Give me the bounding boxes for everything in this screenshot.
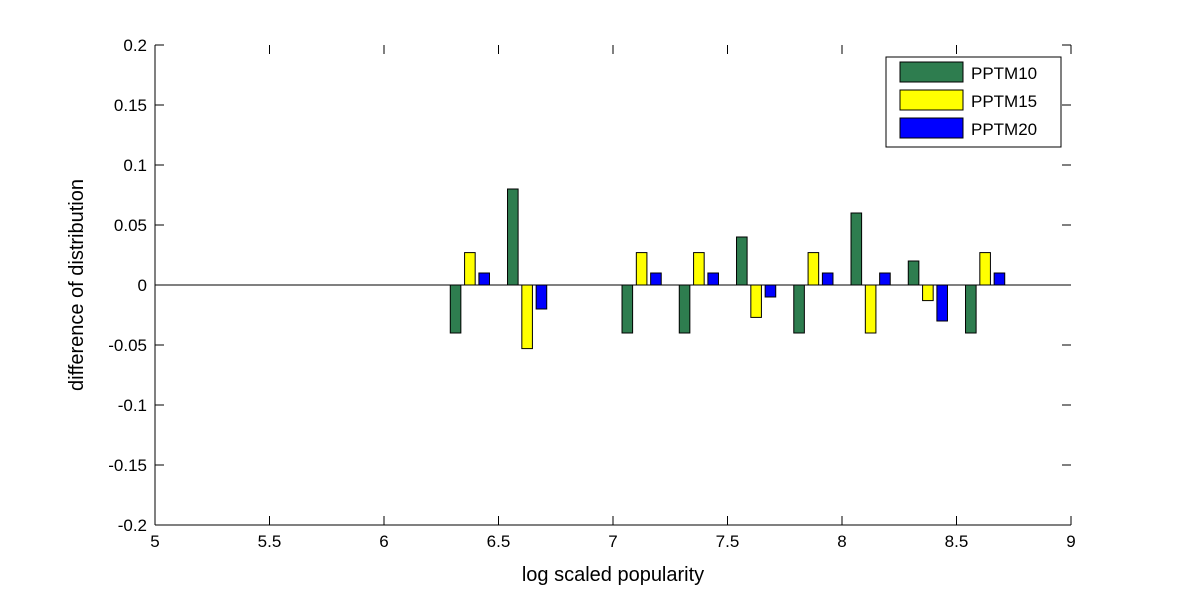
x-tick-label: 9 <box>1066 532 1075 551</box>
bar-pptm20-1 <box>535 284 548 310</box>
bar-pptm15-7 <box>922 284 934 302</box>
bar-pptm10-1 <box>507 188 519 286</box>
bar-pptm20-5 <box>821 272 834 286</box>
bar-pptm20-4 <box>764 284 777 298</box>
bar-pptm15-1 <box>521 284 533 350</box>
legend-label-pptm10: PPTM10 <box>971 64 1037 83</box>
axes-group: 5 5.5 6 6.5 7 7.5 8 8.5 9 -0.2 -0.15 -0.1 -0.05 0 0.05… <box>108 36 1075 551</box>
y-tick-label: -0.2 <box>118 516 147 535</box>
legend-label-pptm15: PPTM15 <box>971 92 1037 111</box>
bar-pptm20-0 <box>478 272 490 286</box>
y-tick-label: -0.1 <box>118 396 147 415</box>
bar-pptm15-8 <box>979 252 991 286</box>
bar-pptm20-2 <box>650 272 662 286</box>
bar-pptm10-2 <box>621 284 634 334</box>
bar-pptm15-3 <box>693 252 705 286</box>
x-axis-title: log scaled popularity <box>522 564 704 586</box>
bar-pptm10-6 <box>850 212 863 286</box>
x-tick-label: 7 <box>608 532 617 551</box>
bar-pptm10-3 <box>678 284 691 334</box>
x-tick-label: 5.5 <box>258 532 282 551</box>
bar-pptm20-7 <box>936 284 948 322</box>
y-tick-label: -0.05 <box>108 336 147 355</box>
bar-pptm10-5 <box>793 284 805 334</box>
x-tick-label: 8 <box>837 532 846 551</box>
bar-pptm10-0 <box>449 284 462 334</box>
bar-pptm20-3 <box>707 272 719 286</box>
legend-swatch-pptm15 <box>899 89 964 111</box>
bar-pptm15-5 <box>807 252 820 286</box>
bar-pptm15-6 <box>864 284 877 334</box>
legend: PPTM10 PPTM15 PPTM20 <box>885 56 1062 148</box>
legend-label-pptm20: PPTM20 <box>971 120 1037 139</box>
legend-swatch-pptm10 <box>899 61 964 83</box>
bar-pptm20-6 <box>879 272 891 286</box>
x-tick-label: 6.5 <box>487 532 511 551</box>
legend-swatch-pptm20 <box>899 117 964 139</box>
y-tick-label: 0 <box>138 276 147 295</box>
y-axis-title: difference of distribution <box>66 179 88 391</box>
y-tick-label: 0.2 <box>123 36 147 55</box>
y-tick-label: -0.15 <box>108 456 147 475</box>
bar-pptm20-8 <box>993 272 1006 286</box>
bar-pptm10-8 <box>965 284 977 334</box>
x-tick-label: 6 <box>379 532 388 551</box>
y-tick-label: 0.1 <box>123 156 147 175</box>
bar-pptm15-0 <box>464 252 476 286</box>
x-tick-label: 5 <box>150 532 159 551</box>
x-tick-label: 8.5 <box>945 532 969 551</box>
bar-pptm15-2 <box>635 252 648 286</box>
bar-pptm10-4 <box>736 236 748 286</box>
y-tick-label: 0.15 <box>114 96 147 115</box>
x-tick-label: 7.5 <box>716 532 740 551</box>
y-tick-label: 0.05 <box>114 216 147 235</box>
bar-pptm10-7 <box>907 260 920 286</box>
bar-pptm15-4 <box>750 284 762 318</box>
